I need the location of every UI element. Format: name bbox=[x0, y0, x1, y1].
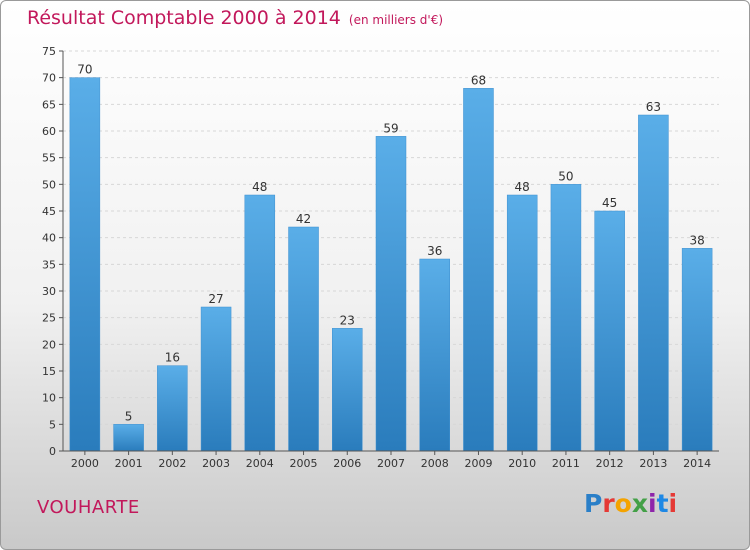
bar bbox=[638, 114, 669, 452]
bar-value-label: 5 bbox=[125, 409, 133, 423]
x-tick-label: 2010 bbox=[508, 457, 536, 470]
bar bbox=[200, 306, 232, 452]
y-tick-label: 65 bbox=[42, 98, 56, 111]
bar-value-label: 70 bbox=[77, 63, 92, 77]
x-tick-label: 2009 bbox=[464, 457, 492, 470]
bar bbox=[463, 88, 494, 452]
x-tick-label: 2000 bbox=[71, 457, 99, 470]
x-tick-label: 2008 bbox=[421, 457, 449, 470]
y-tick-label: 0 bbox=[49, 445, 56, 458]
bars: 70 5 16 27 48 42 23 59 36 68 48 50 45 63 38 bbox=[69, 63, 713, 452]
x-tick-label: 2002 bbox=[158, 457, 186, 470]
x-tick-label: 2003 bbox=[202, 457, 230, 470]
bar bbox=[113, 424, 144, 452]
bar-value-label: 48 bbox=[515, 180, 530, 194]
bar-value-label: 50 bbox=[558, 169, 573, 183]
bar-value-label: 63 bbox=[646, 100, 661, 114]
bar bbox=[332, 328, 363, 452]
x-tick-label: 2012 bbox=[596, 457, 624, 470]
bar bbox=[419, 258, 450, 452]
x-tick-label: 2006 bbox=[333, 457, 361, 470]
x-tick-label: 2001 bbox=[115, 457, 143, 470]
bar-value-label: 59 bbox=[383, 121, 398, 135]
y-tick-label: 15 bbox=[42, 365, 56, 378]
bar-value-label: 27 bbox=[208, 292, 223, 306]
bar-value-label: 68 bbox=[471, 73, 486, 87]
x-tick-label: 2013 bbox=[639, 457, 667, 470]
y-tick-label: 60 bbox=[42, 125, 56, 138]
x-tick-label: 2004 bbox=[246, 457, 274, 470]
y-tick-label: 45 bbox=[42, 205, 56, 218]
chart-title-text: Résultat Comptable 2000 à 2014 bbox=[27, 7, 341, 29]
x-tick-label: 2005 bbox=[290, 457, 318, 470]
bar bbox=[69, 77, 101, 452]
bar bbox=[506, 194, 538, 452]
bar-value-label: 16 bbox=[165, 351, 180, 365]
bar bbox=[681, 248, 713, 452]
y-axis: 0 5 10 15 20 25 30 35 40 45 50 55 60 65 70 75 bbox=[42, 45, 64, 458]
chart-title: Résultat Comptable 2000 à 2014 (en millie… bbox=[27, 7, 443, 29]
proxiti-logo: Proxiti bbox=[584, 489, 678, 518]
bar bbox=[288, 226, 319, 452]
y-tick-label: 55 bbox=[42, 152, 56, 165]
y-tick-label: 50 bbox=[42, 178, 56, 191]
y-tick-label: 20 bbox=[42, 338, 56, 351]
bar bbox=[550, 184, 582, 452]
bar bbox=[375, 136, 407, 452]
bar-value-label: 36 bbox=[427, 244, 442, 258]
x-tick-label: 2014 bbox=[683, 457, 711, 470]
y-tick-label: 35 bbox=[42, 258, 56, 271]
bar bbox=[157, 365, 188, 452]
y-tick-label: 75 bbox=[42, 45, 56, 58]
y-tick-label: 40 bbox=[42, 232, 56, 245]
x-tick-label: 2007 bbox=[377, 457, 405, 470]
place-name: VOUHARTE bbox=[37, 497, 140, 518]
bar-value-label: 45 bbox=[602, 196, 617, 210]
bar bbox=[594, 210, 625, 452]
y-tick-label: 30 bbox=[42, 285, 56, 298]
y-tick-label: 70 bbox=[42, 72, 56, 85]
y-tick-label: 10 bbox=[42, 392, 56, 405]
y-tick-label: 5 bbox=[49, 418, 56, 431]
bar-value-label: 38 bbox=[689, 233, 704, 247]
y-tick-label: 25 bbox=[42, 312, 56, 325]
chart-subtitle: (en milliers d'€) bbox=[348, 13, 444, 27]
bar bbox=[244, 194, 276, 452]
bar-value-label: 48 bbox=[252, 180, 267, 194]
x-axis: 2000 2001 2002 2003 2004 2005 2006 2007 2008 2009… bbox=[63, 450, 719, 470]
x-tick-label: 2011 bbox=[552, 457, 580, 470]
bar-value-label: 23 bbox=[340, 313, 355, 327]
bar-value-label: 42 bbox=[296, 212, 311, 226]
